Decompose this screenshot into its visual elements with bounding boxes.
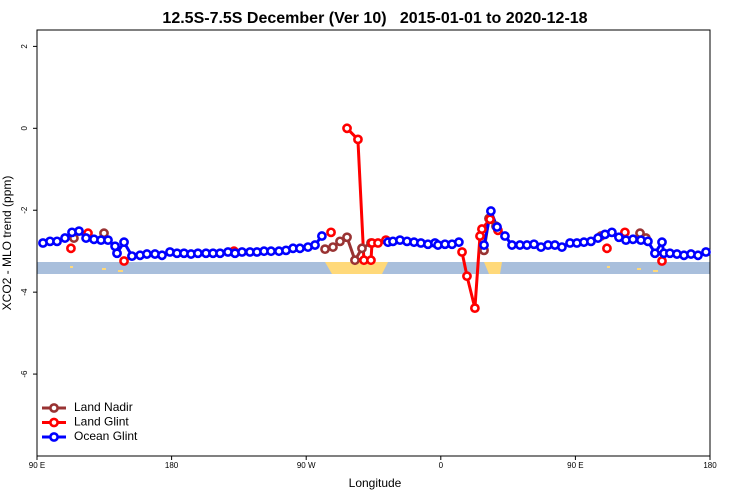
data-point (81, 233, 91, 243)
data-point (112, 248, 122, 259)
chart-title: 12.5S-7.5S December (Ver 10) 2015-01-01 … (162, 10, 587, 27)
data-point (320, 244, 330, 255)
data-point (52, 236, 62, 247)
land-strip (653, 270, 658, 272)
y-tick-label: -6 (20, 370, 29, 378)
data-point (657, 237, 667, 248)
map-strip (37, 262, 710, 274)
x-tick-label: 90 W (297, 461, 316, 470)
data-point (479, 240, 489, 250)
y-tick-label: -2 (20, 206, 29, 214)
data-point (492, 222, 502, 232)
data-point (350, 255, 360, 266)
data-point (127, 251, 137, 262)
data-point (342, 232, 352, 243)
data-point (215, 248, 225, 259)
data-point (366, 255, 376, 266)
x-axis-label: Longitude (349, 476, 402, 490)
legend-marker (49, 403, 59, 413)
data-point (357, 243, 367, 254)
data-point (373, 238, 383, 248)
x-tick-label: 0 (439, 461, 444, 470)
data-point (477, 224, 487, 234)
data-point (457, 247, 467, 257)
data-point (310, 240, 320, 250)
land-strip (70, 266, 73, 268)
data-point (266, 246, 276, 257)
land-strip (102, 268, 106, 270)
y-axis-label: XCO2 - MLO trend (ppm) (0, 176, 14, 311)
land-strip (607, 266, 610, 268)
legend-label: Land Glint (74, 415, 129, 429)
data-point (74, 226, 84, 237)
data-point (193, 248, 203, 259)
x-tick-label: 180 (165, 461, 179, 470)
data-point (142, 249, 152, 259)
data-point (650, 248, 660, 259)
data-point (66, 243, 76, 254)
data-point (342, 123, 352, 134)
data-point (317, 231, 327, 241)
land-strip (118, 270, 123, 272)
data-point (237, 247, 247, 257)
x-tick-label: 90 E (567, 461, 583, 470)
data-point (335, 236, 345, 247)
data-point (295, 243, 305, 254)
data-point (328, 242, 338, 252)
data-point (462, 271, 472, 282)
land-strip (484, 262, 502, 274)
legend-marker (49, 417, 59, 428)
data-point (103, 235, 113, 246)
data-point (486, 206, 496, 216)
data-point (326, 227, 336, 238)
data-point (353, 134, 363, 145)
data-point (557, 242, 567, 252)
data-point (485, 214, 495, 225)
y-tick-label: 2 (20, 44, 29, 49)
data-point (693, 250, 703, 261)
series-line (347, 128, 662, 308)
data-point (657, 256, 667, 266)
data-point (507, 240, 517, 250)
legend-label: Land Nadir (74, 400, 133, 414)
land-strip (325, 262, 388, 274)
data-point (593, 233, 603, 243)
data-point (628, 234, 638, 245)
legend-marker (49, 432, 59, 442)
data-point (701, 247, 711, 257)
data-point (119, 256, 129, 266)
x-tick-label: 90 E (29, 461, 45, 470)
land-strip (637, 268, 641, 270)
data-point (157, 250, 167, 261)
x-tick-label: 180 (703, 461, 717, 470)
data-point (643, 236, 653, 247)
y-tick-label: -4 (20, 288, 29, 296)
data-point (469, 303, 480, 314)
data-point (60, 233, 70, 243)
data-point (602, 243, 612, 254)
y-tick-label: 0 (20, 126, 29, 131)
legend-label: Ocean Glint (74, 429, 138, 443)
data-point (453, 237, 464, 248)
data-point (606, 227, 617, 238)
data-point (119, 237, 129, 248)
data-point (500, 231, 510, 241)
plot-frame (36, 29, 711, 457)
